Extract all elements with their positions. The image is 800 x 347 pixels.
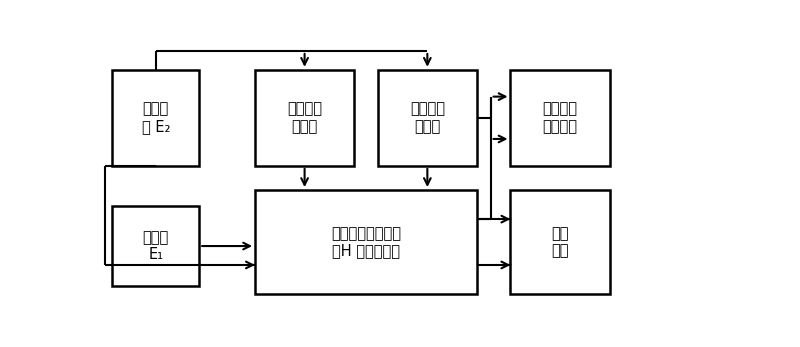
Bar (112, 70, 199, 166)
Bar (510, 70, 610, 166)
Bar (255, 190, 477, 294)
Text: 负载
线圈: 负载 线圈 (551, 226, 569, 258)
Text: 上升沿控
制电路: 上升沿控 制电路 (287, 102, 322, 134)
Text: 辅助电
源 E₂: 辅助电 源 E₂ (142, 102, 170, 134)
Text: 主电源
E₁: 主电源 E₁ (142, 230, 169, 262)
Bar (112, 206, 199, 286)
Text: 下降沿控
制电路: 下降沿控 制电路 (410, 102, 445, 134)
Text: 反向过冲
控制电路: 反向过冲 控制电路 (542, 102, 578, 134)
Bar (255, 70, 354, 166)
Text: 平顶电流输出电路
（H 桥式电路）: 平顶电流输出电路 （H 桥式电路） (331, 226, 401, 258)
Bar (510, 190, 610, 294)
Bar (378, 70, 477, 166)
